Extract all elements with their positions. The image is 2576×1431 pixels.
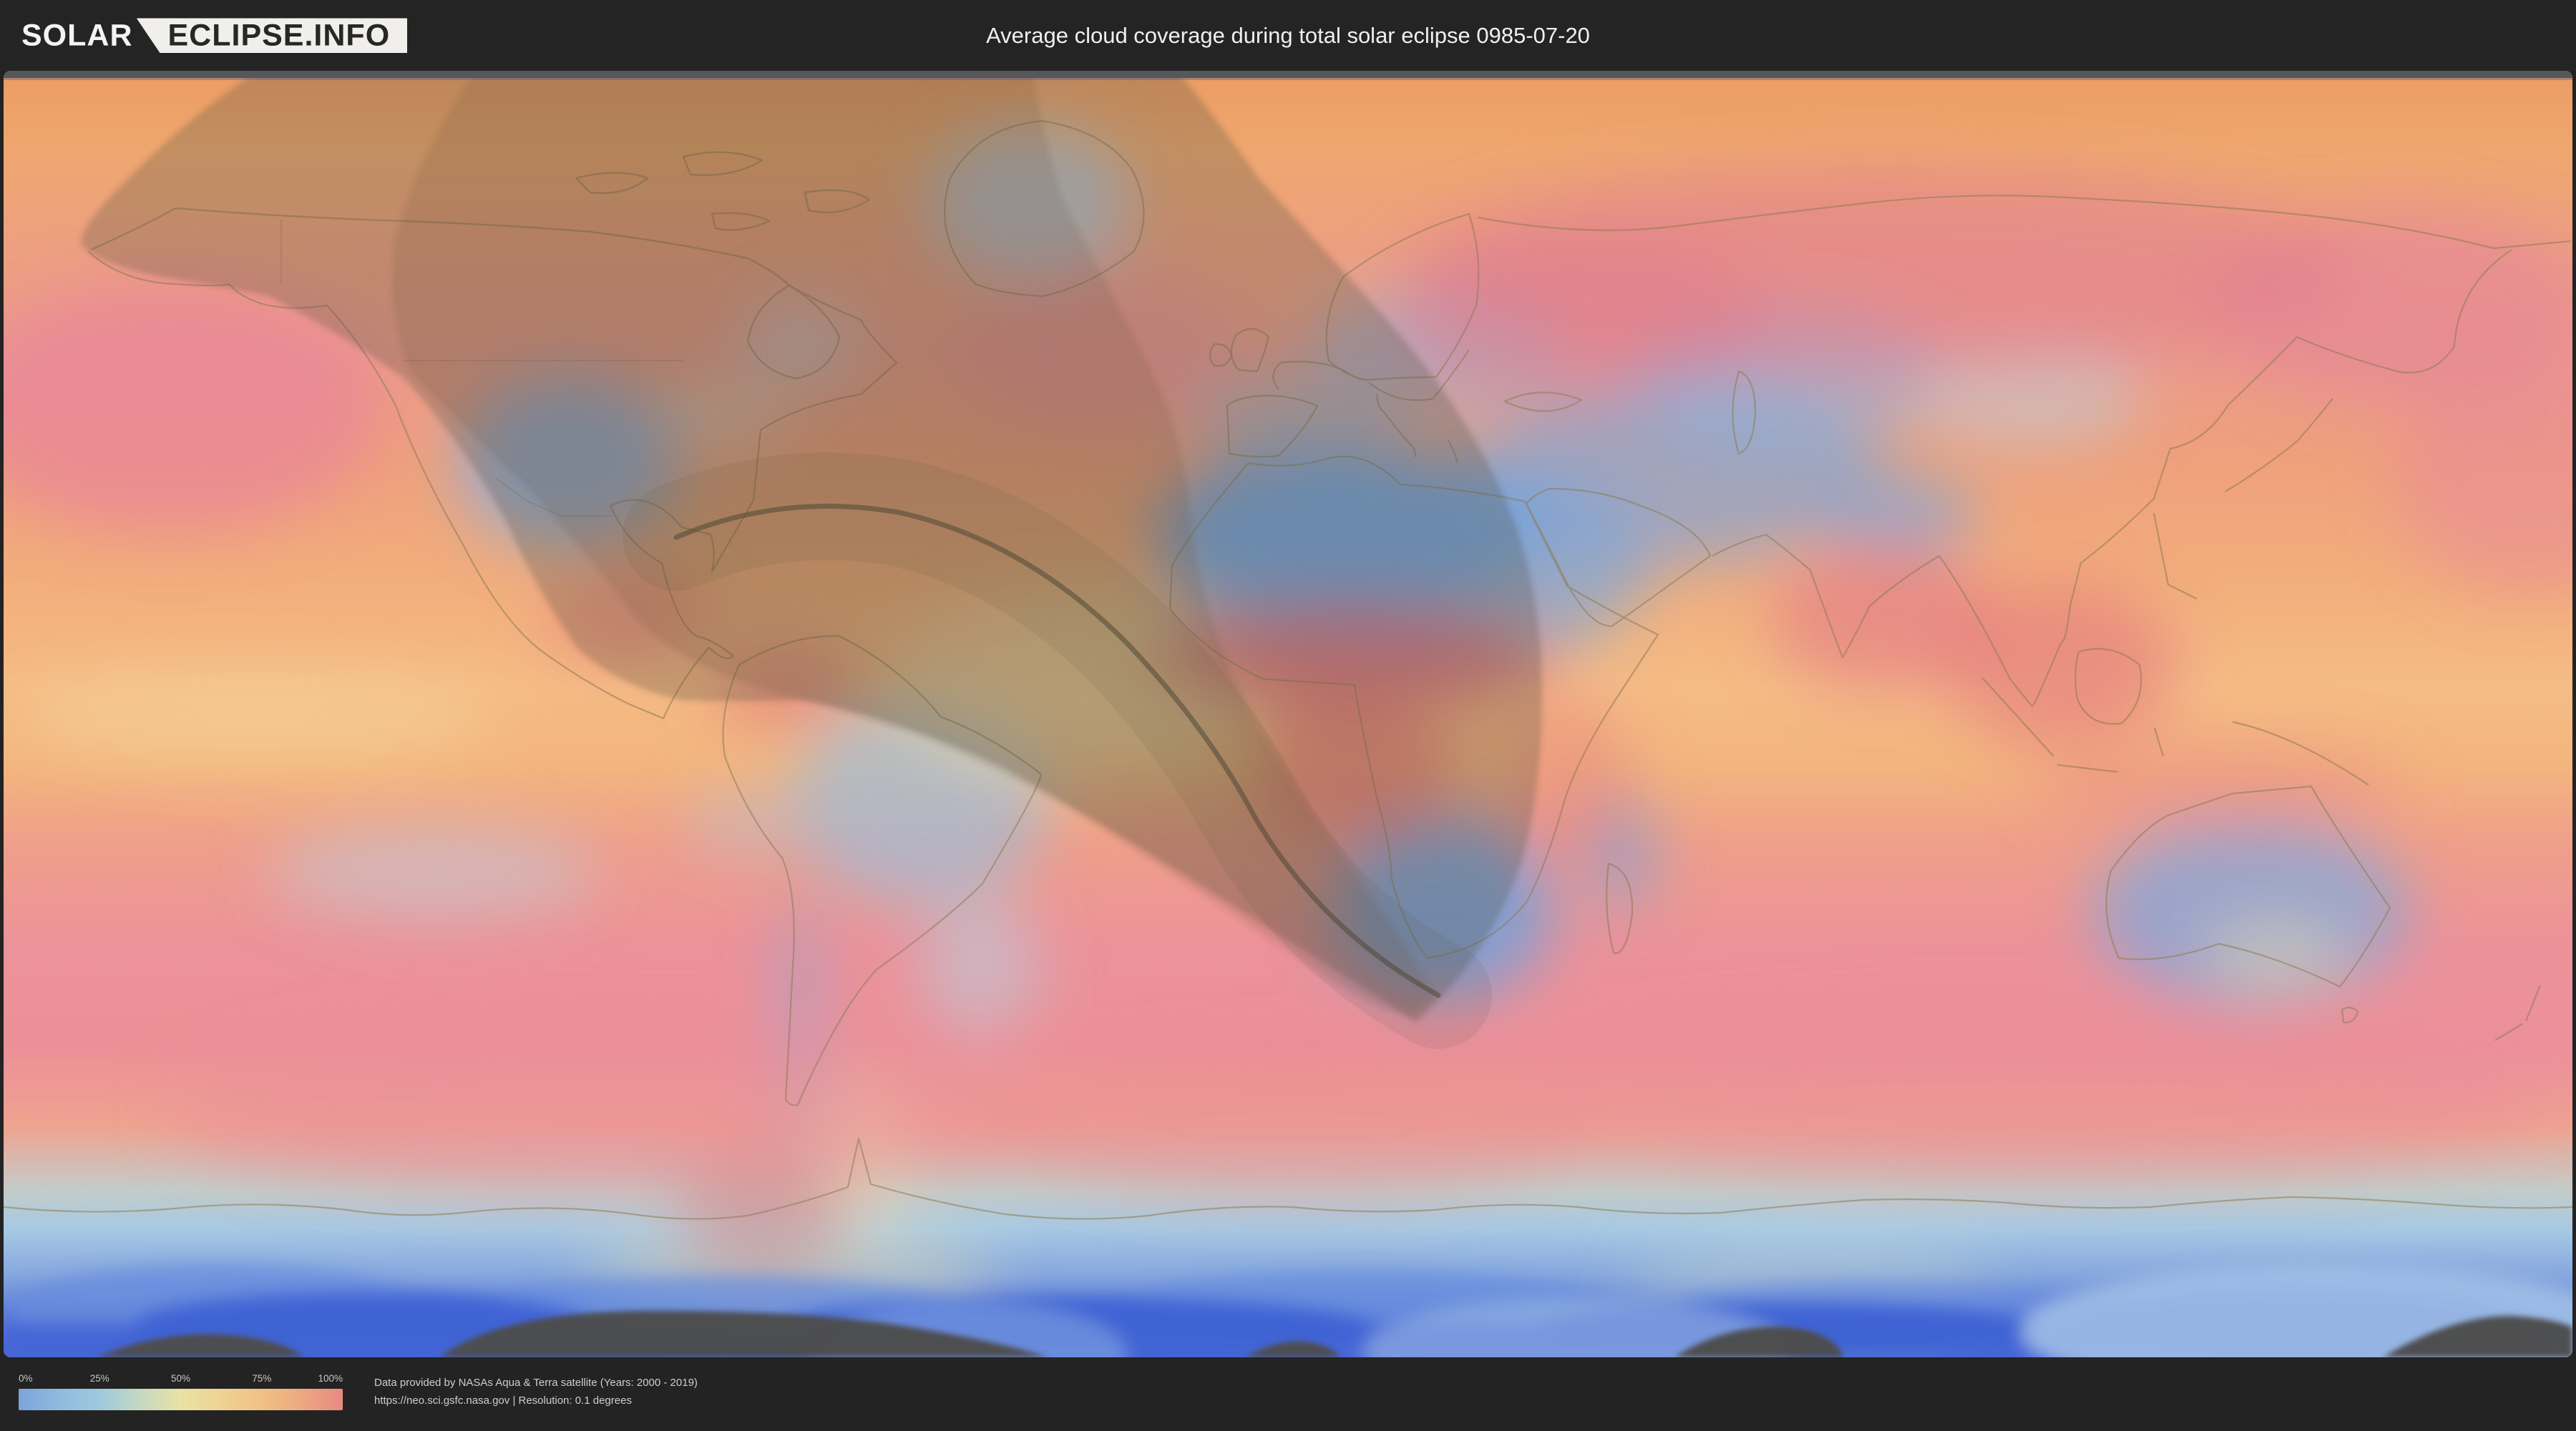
eclipse-penumbra-inner bbox=[392, 71, 1436, 1017]
credit-line-1: Data provided by NASAs Aqua & Terra sate… bbox=[374, 1377, 698, 1389]
credit-line-2: https://neo.sci.gsfc.nasa.gov | Resoluti… bbox=[374, 1395, 632, 1407]
legend-tick-labels: 0% 25% 50% 75% 100% bbox=[19, 1373, 343, 1384]
legend-tick-50: 50% bbox=[170, 1373, 191, 1384]
logo-text-eclipse-info: ECLIPSE.INFO bbox=[136, 18, 408, 53]
world-map-svg bbox=[4, 71, 2572, 1357]
antarctic-bands bbox=[4, 1264, 2572, 1357]
legend-gradient-bar bbox=[19, 1389, 343, 1410]
data-credits: Data provided by NASAs Aqua & Terra sate… bbox=[374, 1374, 698, 1410]
legend-tick-25: 25% bbox=[89, 1373, 109, 1384]
top-bar: SOLAR ECLIPSE.INFO Average cloud coverag… bbox=[0, 0, 2576, 71]
map-top-edge-line bbox=[4, 78, 2572, 80]
eclipse-central-path bbox=[673, 503, 1441, 998]
legend-tick-75: 75% bbox=[252, 1373, 272, 1384]
footer-bar: 0% 25% 50% 75% 100% Data provided by NAS… bbox=[0, 1357, 2576, 1431]
map-top-edge bbox=[4, 71, 2572, 78]
logo-text-solar: SOLAR bbox=[21, 18, 133, 52]
no-data-regions bbox=[97, 1311, 2572, 1357]
page-title: Average cloud coverage during total sola… bbox=[986, 22, 1590, 48]
legend-tick-100: 100% bbox=[318, 1373, 343, 1384]
cloud-coverage-legend: 0% 25% 50% 75% 100% bbox=[19, 1357, 343, 1431]
cloud-coverage-map bbox=[4, 71, 2572, 1357]
legend-tick-0: 0% bbox=[19, 1373, 33, 1384]
site-logo[interactable]: SOLAR ECLIPSE.INFO bbox=[21, 18, 408, 53]
